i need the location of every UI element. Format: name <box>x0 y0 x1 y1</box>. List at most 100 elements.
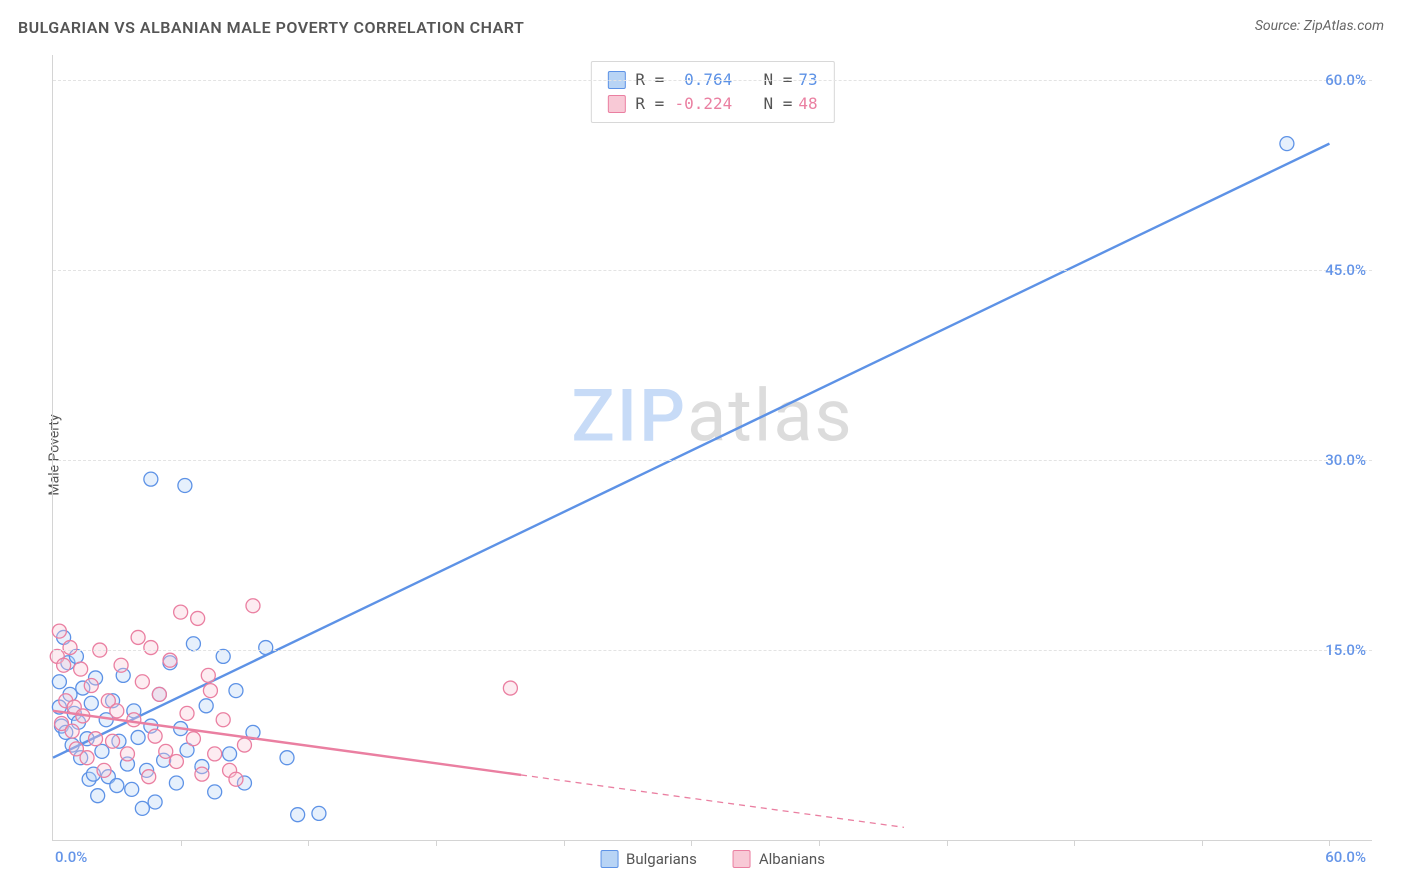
x-tick <box>1329 840 1330 846</box>
legend-r-value: -0.224 <box>670 92 732 116</box>
data-point-albanians <box>246 599 260 613</box>
trendline-bulgarians <box>53 144 1329 758</box>
legend-n-value: 48 <box>798 92 817 116</box>
x-tick <box>1074 840 1075 846</box>
data-point-albanians <box>106 734 120 748</box>
trendline-albanians-extrapolated <box>521 775 904 827</box>
x-tick <box>1202 840 1203 846</box>
data-point-albanians <box>74 662 88 676</box>
x-tick <box>691 840 692 846</box>
data-point-albanians <box>97 763 111 777</box>
data-point-albanians <box>186 732 200 746</box>
data-point-albanians <box>80 751 94 765</box>
data-point-albanians <box>127 713 141 727</box>
series-legend: Bulgarians Albanians <box>600 850 825 868</box>
plot-container: Male Poverty ZIPatlas R =0.764 N =73R =-… <box>40 55 1380 855</box>
data-point-albanians <box>503 681 517 695</box>
gridline-h <box>53 270 1372 271</box>
data-point-bulgarians <box>131 730 145 744</box>
source-label: Source: ZipAtlas.com <box>1255 18 1384 34</box>
data-point-bulgarians <box>199 699 213 713</box>
data-point-bulgarians <box>52 675 66 689</box>
data-point-bulgarians <box>135 801 149 815</box>
data-point-albanians <box>148 729 162 743</box>
data-point-albanians <box>63 641 77 655</box>
data-point-bulgarians <box>312 806 326 820</box>
legend-label: Bulgarians <box>626 850 697 868</box>
data-point-bulgarians <box>291 808 305 822</box>
data-point-albanians <box>237 738 251 752</box>
gridline-h <box>53 460 1372 461</box>
data-point-albanians <box>114 658 128 672</box>
x-tick <box>819 840 820 846</box>
data-point-bulgarians <box>125 782 139 796</box>
legend-label: Albanians <box>759 850 825 868</box>
gridline-h <box>53 80 1372 81</box>
y-tick-label: 30.0% <box>1325 451 1366 469</box>
x-tick <box>436 840 437 846</box>
data-point-albanians <box>203 684 217 698</box>
data-point-albanians <box>65 724 79 738</box>
correlation-legend: R =0.764 N =73R =-0.224 N =48 <box>590 61 834 123</box>
data-point-albanians <box>159 744 173 758</box>
legend-swatch-albanians <box>733 850 751 868</box>
data-point-albanians <box>208 747 222 761</box>
data-point-albanians <box>120 747 134 761</box>
data-point-albanians <box>131 630 145 644</box>
legend-r-prefix: R = <box>635 92 664 116</box>
data-point-albanians <box>84 679 98 693</box>
data-point-albanians <box>229 772 243 786</box>
y-tick-label: 60.0% <box>1325 71 1366 89</box>
data-point-bulgarians <box>95 744 109 758</box>
data-point-albanians <box>169 755 183 769</box>
x-axis-min-label: 0.0% <box>55 848 87 866</box>
data-point-albanians <box>216 713 230 727</box>
data-point-albanians <box>89 732 103 746</box>
data-point-bulgarians <box>144 472 158 486</box>
data-point-bulgarians <box>91 789 105 803</box>
scatter-svg <box>53 55 1372 840</box>
gridline-h <box>53 650 1372 651</box>
legend-n-prefix: N = <box>764 92 793 116</box>
y-tick-label: 45.0% <box>1325 261 1366 279</box>
legend-swatch-bulgarians <box>600 850 618 868</box>
data-point-bulgarians <box>169 776 183 790</box>
data-point-albanians <box>144 641 158 655</box>
x-tick <box>947 840 948 846</box>
plot-area: ZIPatlas R =0.764 N =73R =-0.224 N =48 0… <box>52 55 1372 841</box>
data-point-albanians <box>52 624 66 638</box>
data-point-albanians <box>163 653 177 667</box>
legend-row-albanians: R =-0.224 N =48 <box>607 92 817 116</box>
data-point-bulgarians <box>178 478 192 492</box>
data-point-albanians <box>191 611 205 625</box>
y-tick-label: 15.0% <box>1325 641 1366 659</box>
data-point-bulgarians <box>1280 137 1294 151</box>
data-point-bulgarians <box>110 779 124 793</box>
data-point-albanians <box>180 706 194 720</box>
x-tick <box>181 840 182 846</box>
x-tick <box>564 840 565 846</box>
data-point-albanians <box>174 605 188 619</box>
legend-swatch-albanians <box>607 95 625 113</box>
data-point-albanians <box>57 658 71 672</box>
legend-item-bulgarians: Bulgarians <box>600 850 697 868</box>
legend-item-albanians: Albanians <box>733 850 825 868</box>
chart-frame: BULGARIAN VS ALBANIAN MALE POVERTY CORRE… <box>0 0 1406 892</box>
data-point-albanians <box>195 767 209 781</box>
data-point-bulgarians <box>208 785 222 799</box>
data-point-bulgarians <box>186 637 200 651</box>
x-axis-max-label: 60.0% <box>1325 848 1366 866</box>
data-point-albanians <box>135 675 149 689</box>
data-point-albanians <box>201 668 215 682</box>
data-point-bulgarians <box>148 795 162 809</box>
data-point-albanians <box>142 770 156 784</box>
data-point-bulgarians <box>216 649 230 663</box>
data-point-bulgarians <box>229 684 243 698</box>
data-point-bulgarians <box>280 751 294 765</box>
chart-title: BULGARIAN VS ALBANIAN MALE POVERTY CORRE… <box>18 18 524 37</box>
x-tick <box>308 840 309 846</box>
data-point-albanians <box>152 687 166 701</box>
data-point-bulgarians <box>84 696 98 710</box>
data-point-albanians <box>110 704 124 718</box>
data-point-bulgarians <box>223 747 237 761</box>
